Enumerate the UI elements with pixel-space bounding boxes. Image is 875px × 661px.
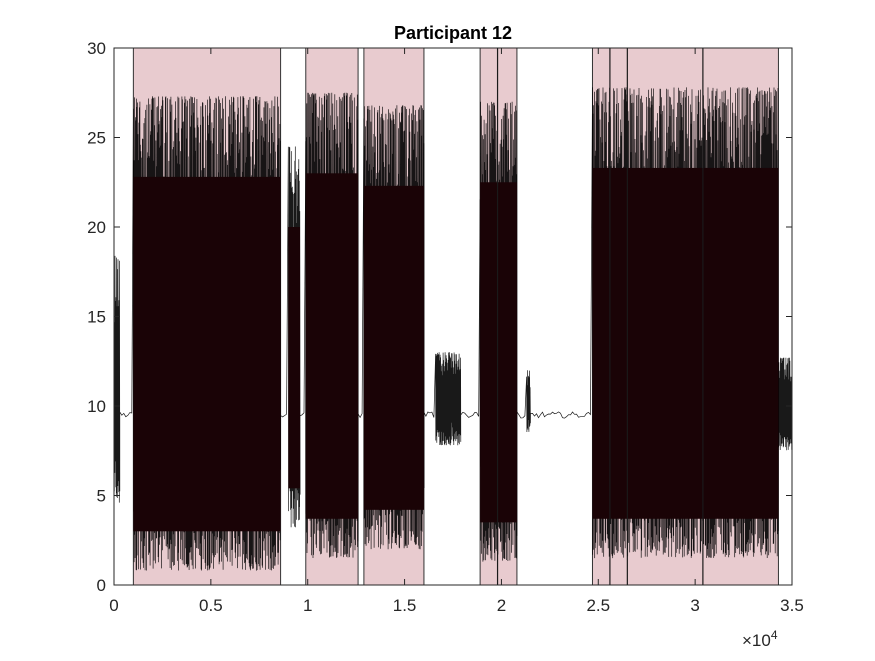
y-tick-label-2: 5	[97, 487, 106, 506]
x-tick-label-6: 2.5	[586, 596, 610, 615]
x-tick-label-3: 1	[303, 596, 312, 615]
y-axis: 0 5 10 15 20 25 30	[87, 39, 792, 595]
x-tick-label-2: 0.5	[199, 596, 223, 615]
y-tick-label-7: 30	[87, 39, 106, 58]
x-tick-label-1: 0	[109, 596, 118, 615]
signal-band-7	[480, 182, 517, 523]
x-exponent-base: ×10	[742, 631, 771, 650]
signal-band-9	[592, 167, 779, 519]
x-exponent-label: ×104	[742, 628, 778, 650]
signal-band-4	[305, 173, 359, 519]
signal-band-5	[363, 185, 424, 510]
chart-title: Participant 12	[394, 23, 512, 43]
signal-band-3	[288, 227, 300, 489]
y-tick-label-6: 25	[87, 129, 106, 148]
y-tick-label-3: 10	[87, 397, 106, 416]
x-tick-label-7: 3	[690, 596, 699, 615]
x-exponent-power: 4	[771, 628, 778, 642]
x-tick-label-4: 1.5	[393, 596, 417, 615]
y-tick-label-1: 0	[97, 576, 106, 595]
y-tick-label-4: 15	[87, 308, 106, 327]
x-tick-label-5: 2	[497, 596, 506, 615]
x-tick-label-8: 3.5	[780, 596, 804, 615]
signal-trace	[113, 48, 793, 585]
y-tick-label-5: 20	[87, 218, 106, 237]
x-axis: 0 0.5 1 1.5 2 2.5 3 3.5	[109, 48, 804, 615]
signal-band-2	[133, 176, 281, 532]
